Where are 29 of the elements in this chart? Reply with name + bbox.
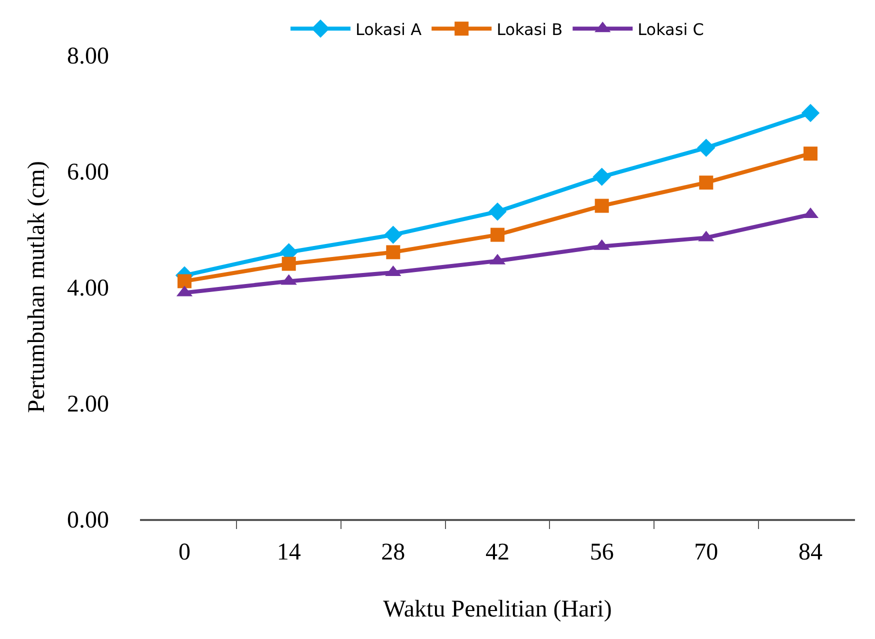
point	[592, 168, 611, 186]
point	[386, 245, 400, 260]
point	[697, 138, 716, 157]
y-tick-label: 0.00	[67, 507, 109, 534]
x-tick-label: 14	[276, 540, 301, 566]
y-tick-label: 2.00	[67, 391, 109, 418]
x-tick-label: 42	[486, 540, 510, 566]
point	[804, 146, 818, 161]
x-tick-label: 28	[381, 540, 406, 566]
point	[594, 198, 609, 213]
x-axis-title: Waktu Penelitian (Hari)	[383, 596, 612, 622]
x-tick-label: 56	[590, 540, 614, 566]
point	[178, 274, 192, 288]
legend-label: Lokasi B	[496, 20, 563, 39]
y-tick-label: 8.00	[67, 43, 109, 70]
x-tick-label: 84	[798, 540, 822, 566]
point	[699, 176, 714, 190]
y-axis-title: Pertumbuhan mutlak (cm)	[24, 161, 50, 413]
point	[801, 104, 820, 122]
y-tick-label: 4.00	[67, 275, 109, 302]
x-tick-label: 70	[694, 540, 718, 566]
point	[384, 226, 402, 244]
legend-label: Lokasi A	[356, 20, 422, 39]
point	[488, 202, 507, 221]
point	[490, 228, 504, 242]
legend-label: Lokasi C	[638, 20, 704, 39]
x-tick-label: 0	[178, 540, 190, 566]
y-tick-label: 6.00	[67, 159, 109, 186]
point	[282, 256, 296, 271]
